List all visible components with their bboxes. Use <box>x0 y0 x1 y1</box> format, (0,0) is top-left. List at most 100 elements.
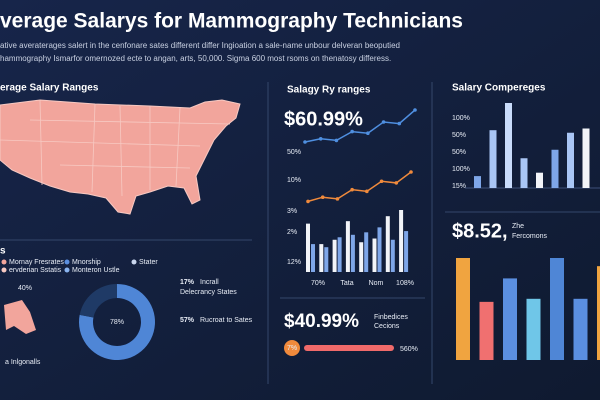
bar <box>359 242 364 272</box>
bar <box>404 231 409 272</box>
x-label: 70% <box>311 280 325 287</box>
point <box>381 120 386 124</box>
panel-title: Salary Compereges <box>452 83 546 94</box>
progress-label: 560% <box>400 346 418 353</box>
point <box>366 131 370 135</box>
point <box>379 179 384 184</box>
legend-swatch <box>131 259 137 265</box>
legend-label: Mnorship <box>72 259 101 266</box>
note: Cecions <box>374 323 400 330</box>
title: verage Salarys for Mammography Technicia… <box>0 10 463 33</box>
percent-label: 40% <box>18 285 32 292</box>
x-label: Tata <box>340 280 353 287</box>
bar <box>479 301 494 360</box>
y-label: 10% <box>287 177 301 184</box>
stat-value: 57% <box>180 317 195 324</box>
x-label: 108% <box>396 280 414 287</box>
badge <box>284 340 300 356</box>
y-label: 15% <box>452 183 466 190</box>
bar <box>385 216 390 272</box>
y-label: 2% <box>287 229 297 236</box>
donut-slice <box>79 284 117 318</box>
badge-label: 7% <box>287 345 297 352</box>
point <box>334 138 339 143</box>
bar <box>332 239 337 272</box>
legend-label: ervderian Sstatis <box>9 267 62 274</box>
point <box>413 108 417 112</box>
point <box>335 197 340 201</box>
bar <box>489 130 497 188</box>
bar <box>337 237 342 272</box>
bar <box>390 239 395 272</box>
panel-title: Salagy Ry ranges <box>287 85 371 96</box>
section-label: s <box>0 246 6 257</box>
us-map <box>0 99 241 215</box>
bar <box>505 103 512 188</box>
donut-slice <box>79 284 156 361</box>
legend-swatch <box>1 267 7 273</box>
bar <box>526 298 541 360</box>
bar <box>319 244 324 272</box>
bar <box>503 278 517 360</box>
point <box>397 121 402 126</box>
stat-text: Delecrancy States <box>180 289 237 296</box>
alaska-map <box>4 300 36 334</box>
line <box>307 171 412 203</box>
bar <box>306 223 310 272</box>
y-label: 12% <box>287 259 301 266</box>
donut-label: 78% <box>110 319 124 326</box>
subtitle: ative averaterages salert in the cenfona… <box>0 41 400 50</box>
note: Finbedices <box>374 314 408 321</box>
bar <box>573 298 588 360</box>
stat-text: Incrall <box>200 279 219 286</box>
y-label: 50% <box>287 149 301 156</box>
bar <box>364 232 369 272</box>
point <box>303 140 307 144</box>
legend-label: Mornay Fresrates <box>9 259 64 266</box>
y-label: 100% <box>452 166 470 173</box>
point <box>394 181 399 185</box>
bar <box>399 210 404 272</box>
state-borders <box>0 99 231 197</box>
headline: $40.99% <box>284 311 359 332</box>
bar <box>474 176 481 188</box>
bar <box>551 149 559 188</box>
headline: $60.99% <box>284 108 363 130</box>
panel-title: erage Salary Ranges <box>0 83 99 94</box>
bar <box>582 128 590 188</box>
x-label: Nom <box>369 280 384 287</box>
legend-swatch <box>64 267 70 273</box>
legend-label: Stater <box>139 259 158 266</box>
point <box>320 195 325 199</box>
point <box>350 187 354 192</box>
legend-swatch <box>64 259 70 265</box>
bar <box>372 238 377 272</box>
legend-swatch <box>1 259 7 265</box>
legend-label: Monteron Ustle <box>72 267 120 274</box>
point <box>409 170 413 174</box>
point <box>365 189 369 194</box>
y-label: 50% <box>452 149 466 156</box>
stat-value: 17% <box>180 279 195 286</box>
headline: $8.52, <box>452 220 508 242</box>
bar <box>520 158 528 188</box>
bar <box>567 132 574 188</box>
bar <box>377 227 382 272</box>
bar <box>536 172 543 188</box>
y-label: 100% <box>452 115 470 122</box>
bar <box>350 234 355 272</box>
stat-text: Rucroat to Sates <box>200 317 253 324</box>
bar <box>550 258 564 360</box>
point <box>350 129 354 134</box>
bar <box>324 247 329 272</box>
y-label: 3% <box>287 208 297 215</box>
subtitle: hammography Ismarfor omernozed ecte to a… <box>0 54 391 63</box>
point <box>306 199 310 204</box>
y-label: 50% <box>452 132 466 139</box>
bar <box>311 244 315 272</box>
bar <box>345 221 350 272</box>
note: Zhe <box>512 223 524 230</box>
caption: a Inlgonalls <box>5 359 41 366</box>
